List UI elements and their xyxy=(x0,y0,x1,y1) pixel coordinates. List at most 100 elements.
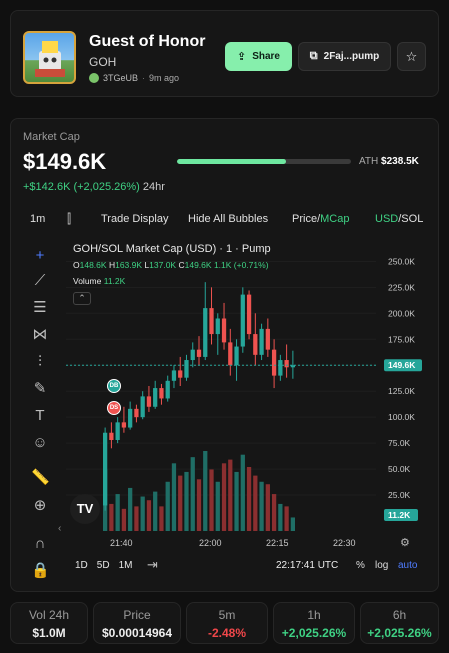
x-tick-label: 22:00 xyxy=(199,538,222,548)
candle-body xyxy=(178,370,183,378)
volume-bar xyxy=(209,469,214,531)
volume-bar xyxy=(253,475,258,531)
volume-bar xyxy=(146,500,152,531)
ath-readout: ATH $238.5K xyxy=(359,156,419,167)
range-button-1m[interactable]: 1M xyxy=(118,560,133,571)
percent-toggle[interactable]: % xyxy=(356,560,365,571)
creator-row[interactable]: 3TGeUB · 9m ago xyxy=(89,73,179,83)
volume-bar xyxy=(215,481,220,531)
ath-progress-fill xyxy=(177,159,287,164)
star-icon: ☆ xyxy=(405,48,418,64)
x-tick-label: 21:40 xyxy=(110,538,133,548)
sell-marker[interactable]: DS xyxy=(107,401,121,415)
log-toggle[interactable]: log xyxy=(375,560,389,571)
volume-bar xyxy=(271,494,277,531)
interval-selector[interactable]: 1m xyxy=(30,213,46,225)
y-tick-label: 125.0K xyxy=(388,386,415,396)
volume-bar xyxy=(221,463,227,531)
range-button-5d[interactable]: 5D xyxy=(96,560,110,571)
candle-body xyxy=(184,360,189,378)
hide-bubbles-toggle[interactable]: Hide All Bubbles xyxy=(188,213,269,225)
candle-type-icon[interactable]: ⫿ xyxy=(67,211,72,226)
volume-bar xyxy=(259,481,264,531)
last-volume-tag xyxy=(384,509,418,521)
emoji-icon[interactable]: ☺ xyxy=(32,434,48,451)
copy-address-button[interactable]: ⧉ 2Faj...pump xyxy=(298,42,391,71)
auto-toggle[interactable]: auto xyxy=(398,560,418,571)
volume-bar xyxy=(290,517,295,531)
token-name: Guest of Honor xyxy=(89,33,206,50)
zoom-in-icon[interactable]: ⊕ xyxy=(33,497,47,514)
candle-body xyxy=(265,328,270,350)
goto-date-icon[interactable]: ⇥ xyxy=(147,557,158,572)
chart-area[interactable]: GOH/SOL Market Cap (USD) · 1 · Pump O148… xyxy=(66,241,426,549)
price-mcap-toggle[interactable]: Price/MCap xyxy=(292,213,350,225)
volume-bar xyxy=(265,484,270,531)
volume-bar xyxy=(190,457,195,531)
text-tool-icon[interactable]: T xyxy=(35,407,45,424)
copy-icon: ⧉ xyxy=(309,50,318,62)
volume-bar xyxy=(246,467,252,531)
candle-body xyxy=(290,365,295,368)
candle-body xyxy=(109,432,114,440)
trade-display-toggle[interactable]: Trade Display xyxy=(101,213,169,225)
candle-body xyxy=(240,294,245,347)
ruler-icon[interactable]: 📏 xyxy=(31,469,50,486)
crosshair-icon[interactable]: + xyxy=(35,247,45,264)
candle-body xyxy=(215,318,220,335)
measure-lines-icon[interactable]: ⫶ xyxy=(38,353,42,370)
collapse-toolbar-icon[interactable]: ‹ xyxy=(58,523,62,534)
x-tick-label: 22:15 xyxy=(266,538,289,548)
candlestick-chart[interactable]: 250.0K225.0K200.0K175.0K150.0K125.0K100.… xyxy=(66,241,426,551)
candle-body xyxy=(246,294,252,335)
volume-bar xyxy=(234,471,239,531)
creator-address[interactable]: 3TGeUB xyxy=(103,73,139,83)
last-volume-label: 11.2K xyxy=(388,510,411,520)
horizontal-lines-icon[interactable]: ☰ xyxy=(33,299,47,316)
market-cap-change: +$142.6K (+2,025.26%) 24hr xyxy=(23,181,165,193)
candle-body xyxy=(115,422,120,440)
candle-body xyxy=(259,328,264,355)
x-tick-label: 22:30 xyxy=(333,538,356,548)
buy-marker[interactable]: DB xyxy=(107,379,121,393)
volume-bar xyxy=(109,503,114,531)
y-tick-label: 25.0K xyxy=(388,490,411,500)
candle-body xyxy=(284,360,289,368)
volume-bar xyxy=(128,487,133,531)
candle-body xyxy=(159,388,164,399)
stat-6h: 6h +2,025.26% xyxy=(360,602,439,644)
volume-bar xyxy=(115,494,120,531)
collapse-legend-button[interactable]: ⌃ xyxy=(73,292,91,305)
currency-toggle[interactable]: USD/SOL xyxy=(375,213,424,225)
token-symbol: GOH xyxy=(89,55,117,69)
candle-body xyxy=(171,370,177,381)
range-buttons: 1D 5D 1M xyxy=(75,560,133,571)
volume-readout: Volume 11.2K xyxy=(73,276,126,286)
magnet-icon[interactable]: ∩ xyxy=(34,535,46,552)
volume-bar xyxy=(184,471,189,531)
favorite-button[interactable]: ☆ xyxy=(397,42,426,71)
lock-pencil-icon[interactable]: 🔒 xyxy=(31,562,50,579)
stat-price: Price $0.00014964 xyxy=(93,602,181,644)
candle-body xyxy=(140,396,145,418)
volume-bar xyxy=(140,496,145,531)
creator-avatar-icon xyxy=(89,73,99,83)
volume-bar xyxy=(178,475,183,531)
volume-bar xyxy=(196,479,202,531)
brush-icon[interactable]: ✎ xyxy=(33,380,47,397)
stat-5m: 5m -2.48% xyxy=(186,602,268,644)
tradingview-logo[interactable]: TV xyxy=(70,494,100,524)
utc-clock[interactable]: 22:17:41 UTC xyxy=(276,560,339,571)
stat-1h: 1h +2,025.26% xyxy=(273,602,355,644)
range-button-1d[interactable]: 1D xyxy=(75,560,88,571)
ath-progress-bar xyxy=(177,159,351,164)
trend-line-icon[interactable]: ⟋ xyxy=(34,272,46,289)
volume-bar xyxy=(134,506,139,531)
candle-body xyxy=(228,342,233,366)
chart-settings-icon[interactable]: ⚙ xyxy=(400,537,410,549)
share-button[interactable]: ⇪ Share xyxy=(225,42,292,71)
candle-body xyxy=(153,388,158,407)
pattern-tool-icon[interactable]: ⋈ xyxy=(32,326,48,343)
volume-bar xyxy=(228,459,233,531)
volume-bar xyxy=(240,454,245,531)
